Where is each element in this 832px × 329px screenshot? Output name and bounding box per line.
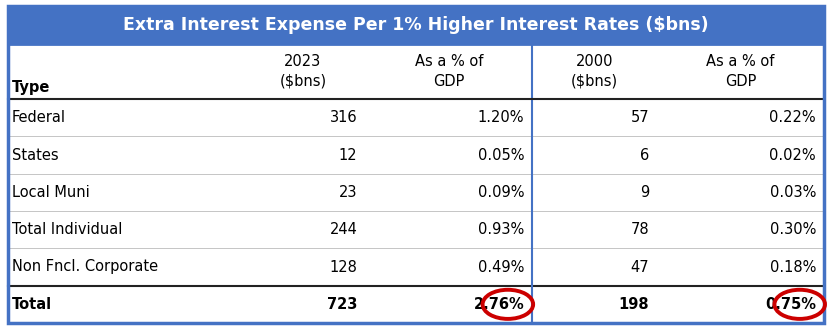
- Bar: [8, 99, 824, 136]
- Text: ($bns): ($bns): [571, 74, 618, 89]
- Text: Non Fncl. Corporate: Non Fncl. Corporate: [12, 260, 158, 274]
- Text: 6: 6: [640, 147, 649, 163]
- Text: 0.75%: 0.75%: [765, 297, 816, 312]
- Text: Type: Type: [12, 80, 51, 95]
- Text: 0.22%: 0.22%: [770, 110, 816, 125]
- Text: 0.30%: 0.30%: [770, 222, 816, 237]
- Text: 0.03%: 0.03%: [770, 185, 816, 200]
- Text: Local Muni: Local Muni: [12, 185, 90, 200]
- Text: ($bns): ($bns): [280, 74, 326, 89]
- Text: 2000: 2000: [576, 54, 613, 69]
- Text: 57: 57: [631, 110, 649, 125]
- Text: GDP: GDP: [725, 74, 756, 89]
- Text: 0.49%: 0.49%: [478, 260, 524, 274]
- Text: 244: 244: [329, 222, 358, 237]
- Bar: [8, 174, 824, 211]
- Text: 78: 78: [631, 222, 649, 237]
- Text: 0.02%: 0.02%: [770, 147, 816, 163]
- Text: Total: Total: [12, 297, 52, 312]
- Text: 128: 128: [329, 260, 358, 274]
- Bar: [8, 286, 824, 323]
- Bar: [8, 211, 824, 248]
- Text: Federal: Federal: [12, 110, 66, 125]
- Text: As a % of: As a % of: [414, 54, 483, 69]
- Text: 12: 12: [339, 147, 358, 163]
- Text: 723: 723: [327, 297, 358, 312]
- Bar: [8, 136, 824, 174]
- Text: 0.93%: 0.93%: [478, 222, 524, 237]
- Text: 0.09%: 0.09%: [478, 185, 524, 200]
- Bar: [8, 6, 824, 44]
- Bar: [8, 44, 824, 99]
- Text: Extra Interest Expense Per 1% Higher Interest Rates ($bns): Extra Interest Expense Per 1% Higher Int…: [123, 16, 709, 34]
- Text: 2.76%: 2.76%: [473, 297, 524, 312]
- Bar: [8, 248, 824, 286]
- Text: 198: 198: [619, 297, 649, 312]
- Text: 0.05%: 0.05%: [478, 147, 524, 163]
- Text: 47: 47: [631, 260, 649, 274]
- Text: 1.20%: 1.20%: [478, 110, 524, 125]
- Text: 316: 316: [329, 110, 358, 125]
- Text: 23: 23: [339, 185, 358, 200]
- Text: GDP: GDP: [433, 74, 464, 89]
- Text: As a % of: As a % of: [706, 54, 775, 69]
- Text: Total Individual: Total Individual: [12, 222, 122, 237]
- Text: States: States: [12, 147, 58, 163]
- Text: 2023: 2023: [285, 54, 321, 69]
- Text: 9: 9: [640, 185, 649, 200]
- Text: 0.18%: 0.18%: [770, 260, 816, 274]
